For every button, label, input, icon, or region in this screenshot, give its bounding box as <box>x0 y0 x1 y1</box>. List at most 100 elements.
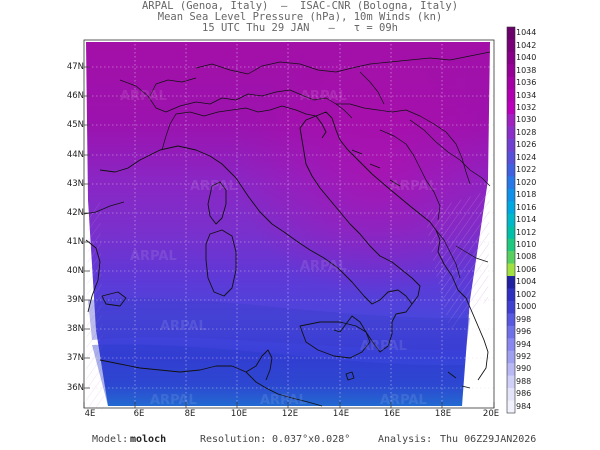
colorbar-label: 986 <box>516 389 532 399</box>
colorbar-label: 1042 <box>516 40 537 50</box>
wind-hatch-west <box>86 200 104 410</box>
colorbar-label: 1044 <box>516 28 537 38</box>
lat-label-45n: 45N <box>66 120 84 130</box>
colorbar-label: 1036 <box>516 78 537 87</box>
coast-corsica <box>207 181 227 225</box>
lat-label-42n: 42N <box>66 208 84 218</box>
lon-label-4e: 4E <box>84 409 96 419</box>
colorbar-swatch <box>507 76 515 90</box>
lat-label-38n: 38N <box>66 324 84 334</box>
lat-label-43n: 43N <box>66 179 84 189</box>
colorbar-label: 1006 <box>516 264 537 274</box>
colorbar-label: 1004 <box>516 277 537 287</box>
isobar-band <box>92 344 464 406</box>
lon-label-20e: 20E <box>482 409 500 419</box>
colorbar-label: 998 <box>516 314 532 324</box>
colorbar-label: 992 <box>516 352 532 361</box>
colorbar-swatch <box>507 338 515 352</box>
colorbar-swatch <box>507 226 515 239</box>
colorbar-swatch <box>507 188 515 202</box>
colorbar <box>507 27 515 414</box>
watermark-group: ARPAL ARPAL ARPAL ARPAL ARPAL ARPAL ARPA… <box>120 89 437 408</box>
footer-analysis-value: Thu 06Z29JAN2026 <box>440 434 537 445</box>
colorbar-label: 1002 <box>516 289 537 299</box>
watermark-text: ARPAL <box>390 179 437 194</box>
colorbar-label: 1010 <box>516 239 537 249</box>
header-line-1: ARPAL (Genoa, Italy) — ISAC-CNR (Bologna… <box>141 0 459 12</box>
border-germany-austria <box>195 51 491 75</box>
lon-label-14e: 14E <box>332 409 350 419</box>
colorbar-swatch <box>507 300 515 314</box>
coast-greece <box>457 289 489 381</box>
wind-hatch-east <box>424 190 490 330</box>
watermark-text: ARPAL <box>190 179 237 194</box>
colorbar-swatch <box>507 64 515 78</box>
colorbar-label: 1008 <box>516 252 537 262</box>
colorbar-label: 984 <box>516 401 532 411</box>
colorbar-label: 1028 <box>516 127 537 137</box>
footer-resolution-label: Resolution: <box>200 434 267 445</box>
colorbar-label: 1016 <box>516 202 537 212</box>
watermark-text: ARPAL <box>260 393 307 408</box>
watermark-text: ARPAL <box>380 393 427 408</box>
watermark-text: ARPAL <box>160 319 207 334</box>
coastlines <box>85 111 489 407</box>
lat-label-40n: 40N <box>66 266 84 276</box>
coast-adriatic-east <box>315 111 459 291</box>
colorbar-label: 996 <box>516 327 532 337</box>
lon-label-18e: 18E <box>434 409 452 419</box>
lat-label-41n: 41N <box>66 237 84 247</box>
lat-label-36n: 36N <box>66 383 84 393</box>
colorbar-label: 1032 <box>516 102 537 112</box>
footer-model-label: Model: <box>92 434 129 445</box>
colorbar-swatch <box>507 163 515 177</box>
colorbar-swatch <box>507 51 515 65</box>
watermark-text: ARPAL <box>130 249 177 264</box>
coast-dalmatian-islands <box>351 149 401 187</box>
header-line-2: Mean Sea Level Pressure (hPa), 10m Winds… <box>157 11 443 23</box>
border-macedonia <box>455 245 489 263</box>
border-france-germany-switzerland <box>119 79 353 119</box>
border-serbia <box>409 119 491 187</box>
colorbar-swatch <box>507 101 515 115</box>
footer-model-value: moloch <box>130 434 166 445</box>
border-bosnia <box>379 129 441 221</box>
colorbar-swatch <box>507 325 515 339</box>
coast-sicily <box>299 321 371 359</box>
colorbar-label: 988 <box>516 376 532 386</box>
graticule <box>84 40 494 408</box>
colorbar-swatch <box>507 27 515 40</box>
colorbar-swatch <box>507 126 515 140</box>
colorbar-label: 1012 <box>516 227 537 237</box>
colorbar-label: 1038 <box>516 65 537 75</box>
lon-label-6e: 6E <box>133 409 145 419</box>
lon-label-10e: 10E <box>230 409 248 419</box>
coast-balearic <box>101 291 127 307</box>
axis-ticks <box>83 66 495 408</box>
colorbar-swatch <box>507 350 515 364</box>
colorbar-label: 1034 <box>516 90 537 100</box>
watermark-text: ARPAL <box>300 259 347 274</box>
border-switzerland-north <box>149 77 197 97</box>
country-borders <box>83 51 491 279</box>
coast-adriatic-west <box>299 115 421 305</box>
colorbar-label: 1024 <box>516 152 537 162</box>
colorbar-swatch <box>507 288 515 302</box>
colorbar-swatch <box>507 313 515 327</box>
colorbar-frame <box>506 26 516 414</box>
border-slovenia-croatia <box>336 103 471 185</box>
watermark-text: ARPAL <box>300 89 347 104</box>
border-alps-italy <box>161 105 317 151</box>
colorbar-swatch <box>507 400 515 414</box>
colorbar-label: 1020 <box>516 177 537 187</box>
watermark-text: ARPAL <box>360 339 407 354</box>
colorbar-label: 994 <box>516 339 532 349</box>
lon-label-12e: 12E <box>281 409 299 419</box>
coast-sardinia <box>205 229 237 297</box>
colorbar-label: 1018 <box>516 190 537 200</box>
lat-label-39n: 39N <box>66 295 84 305</box>
colorbar-swatch <box>507 89 515 103</box>
footer-resolution-value: 0.037°x0.028° <box>272 434 351 445</box>
watermark-text: ARPAL <box>150 393 197 408</box>
colorbar-swatch <box>507 276 515 289</box>
